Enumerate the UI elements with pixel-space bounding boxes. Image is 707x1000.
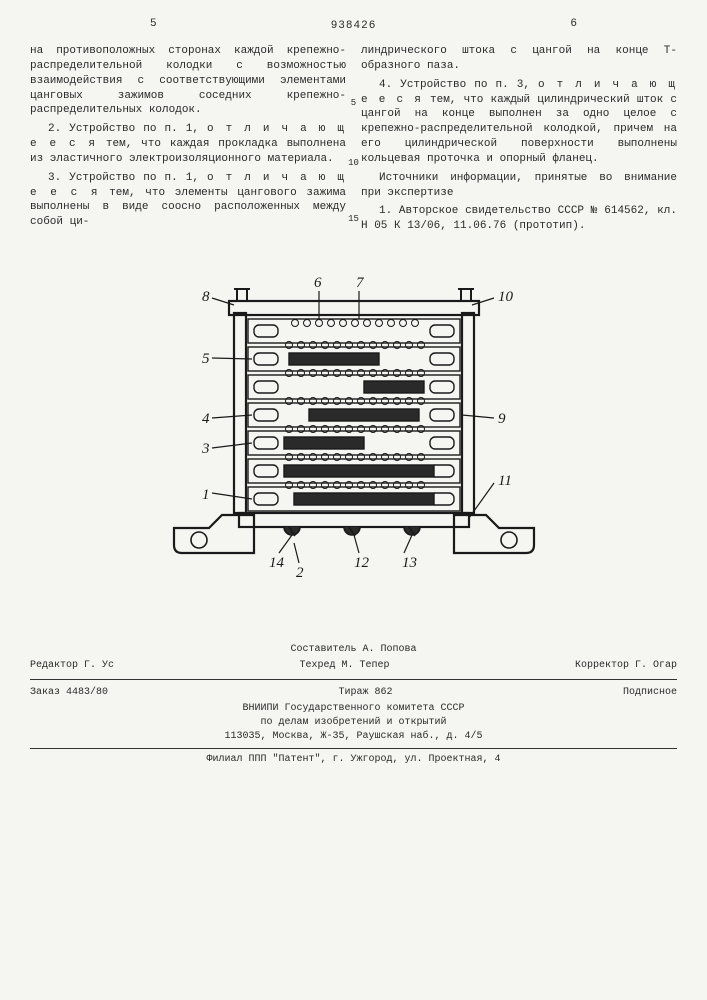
document-number: 938426 <box>30 20 677 32</box>
callout-2: 2 <box>296 565 304 581</box>
claim-label: 3. Устройство по п. 1, <box>48 172 207 184</box>
address: 113035, Москва, Ж-35, Раушская наб., д. … <box>30 730 677 744</box>
paragraph: линдрического штока с цангой на конце Т-… <box>361 44 677 74</box>
callout-10: 10 <box>498 289 514 305</box>
callout-4: 4 <box>202 411 210 427</box>
line-number: 10 <box>348 158 359 168</box>
callout-5: 5 <box>202 351 210 367</box>
source-item: 1. Авторское свидетельство СССР № 614562… <box>361 204 677 234</box>
callout-13: 13 <box>402 555 417 571</box>
patent-figure-svg: 8 5 4 3 1 6 7 10 9 11 12 13 14 2 <box>134 253 574 583</box>
callout-14: 14 <box>269 555 285 571</box>
compiler: Составитель А. Попова <box>30 643 677 657</box>
claim-label: 2. Устройство по п. 1, <box>48 123 207 135</box>
figure: 8 5 4 3 1 6 7 10 9 11 12 13 14 2 <box>30 253 677 583</box>
order-number: Заказ 4483/80 <box>30 686 108 700</box>
footer: Составитель А. Попова Редактор Г. Ус Тех… <box>30 643 677 767</box>
page-number-left: 5 <box>150 18 157 30</box>
techred: Техред М. Тепер <box>299 659 389 673</box>
callout-6: 6 <box>314 275 322 291</box>
tirazh: Тираж 862 <box>338 686 392 700</box>
branch: Филиал ППП "Патент", г. Ужгород, ул. Про… <box>30 753 677 767</box>
callout-8: 8 <box>202 289 210 305</box>
editor: Редактор Г. Ус <box>30 659 114 673</box>
callout-9: 9 <box>498 411 506 427</box>
line-number: 5 <box>351 98 356 108</box>
page-number-right: 6 <box>570 18 577 30</box>
callout-11: 11 <box>498 473 512 489</box>
corrector: Корректор Г. Огар <box>575 659 677 673</box>
claim-label: 4. Устройство по п. 3, <box>379 79 538 91</box>
right-column: линдрического штока с цангой на конце Т-… <box>361 44 677 238</box>
callout-1: 1 <box>202 487 210 503</box>
callout-12: 12 <box>354 555 370 571</box>
callout-3: 3 <box>201 441 210 457</box>
claim-3: 3. Устройство по п. 1, о т л и ч а ю щ е… <box>30 171 346 230</box>
org-line-1: ВНИИПИ Государственного комитета СССР <box>30 702 677 716</box>
claim-2: 2. Устройство по п. 1, о т л и ч а ю щ е… <box>30 122 346 167</box>
subscribe: Подписное <box>623 686 677 700</box>
paragraph: на противоположных сторонах каждой крепе… <box>30 44 346 118</box>
text-columns: на противоположных сторонах каждой крепе… <box>30 44 677 238</box>
org-line-2: по делам изобретений и открытий <box>30 716 677 730</box>
sources-title: Источники информации, принятые во вниман… <box>361 171 677 201</box>
claim-4: 4. Устройство по п. 3, о т л и ч а ю щ е… <box>361 78 677 167</box>
callout-7: 7 <box>356 275 365 291</box>
line-number: 15 <box>348 214 359 224</box>
left-column: на противоположных сторонах каждой крепе… <box>30 44 346 238</box>
